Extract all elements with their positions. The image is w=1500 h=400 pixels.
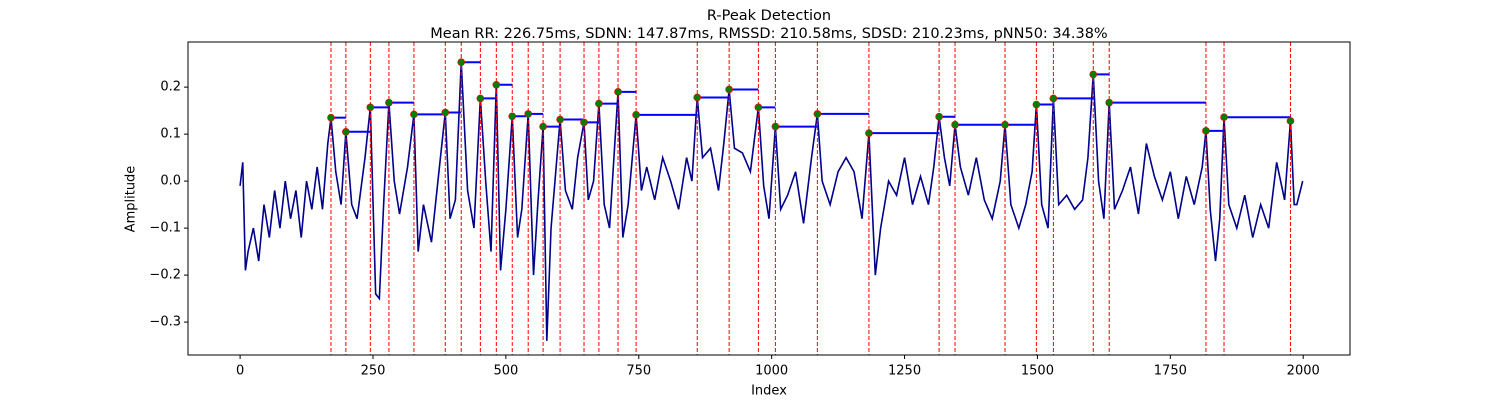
peak-dot (492, 80, 501, 89)
peak-dot (366, 103, 375, 112)
chart-title: R-Peak Detection (707, 8, 831, 24)
peak-dot (410, 110, 418, 119)
y-tick-label: −0.1 (149, 221, 181, 236)
peak-dot (385, 98, 393, 107)
y-tick-label: −0.2 (149, 268, 181, 283)
signal-line (239, 62, 1304, 341)
peak-dot (580, 118, 588, 127)
peak-dot (693, 93, 702, 102)
peak-dot (342, 127, 350, 136)
peak-dot (1202, 127, 1210, 135)
peak-dot (1001, 120, 1009, 129)
peak-dot (556, 115, 564, 124)
chart-subtitle: Mean RR: 226.75ms, SDNN: 147.87ms, RMSSD… (430, 26, 1107, 42)
peak-dot (1105, 98, 1114, 107)
peak-dot (813, 110, 822, 118)
peak-dot (771, 122, 780, 131)
y-tick-label: −0.3 (149, 315, 181, 330)
y-tick-label: 0.1 (160, 127, 181, 142)
peak-dot (539, 122, 547, 131)
peak-dot (614, 88, 622, 96)
peak-dot (327, 113, 335, 122)
peak-dot (524, 110, 533, 118)
x-tick-label: 250 (361, 364, 386, 379)
x-tick-label: 1250 (888, 364, 921, 379)
y-axis-label: Amplitude (124, 166, 139, 233)
peak-dot (1032, 100, 1041, 109)
x-tick-label: 500 (493, 364, 518, 379)
x-tick-label: 0 (236, 364, 244, 379)
peak-dot (1089, 70, 1098, 79)
peak-dot (1220, 113, 1228, 121)
peak-dot (457, 58, 466, 67)
peak-dot (1049, 94, 1058, 103)
y-tick-label: 0.0 (160, 174, 181, 189)
x-tick-label: 750 (626, 364, 651, 379)
peak-dot (476, 94, 485, 103)
peak-dot (1286, 117, 1295, 125)
peak-dot (865, 129, 873, 137)
peak-dot (725, 85, 733, 94)
peak-dot (754, 103, 763, 112)
peak-dot (951, 120, 959, 129)
y-tick-label: 0.2 (160, 80, 181, 95)
peak-dot (508, 112, 517, 121)
x-tick-label: 2000 (1287, 364, 1320, 379)
x-axis-label: Index (751, 384, 787, 399)
peak-dot (935, 112, 943, 121)
plot-frame (187, 41, 1351, 356)
peak-dot (632, 111, 640, 119)
x-tick-label: 1500 (1021, 364, 1054, 379)
x-tick-label: 1750 (1154, 364, 1187, 379)
peak-dot (441, 108, 450, 117)
peak-dot (595, 99, 603, 108)
x-tick-label: 1000 (755, 364, 788, 379)
